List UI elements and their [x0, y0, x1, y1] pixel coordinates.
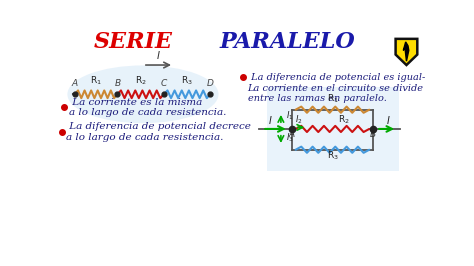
Text: B: B	[114, 79, 120, 88]
Text: R$_1$: R$_1$	[90, 74, 102, 87]
Text: La diferencia de potencial es igual-: La diferencia de potencial es igual-	[247, 73, 425, 82]
Text: C: C	[161, 79, 167, 88]
Text: La corriente en el circuito se divide
entre las ramas en paralelo.: La corriente en el circuito se divide en…	[247, 84, 424, 103]
Text: I: I	[269, 116, 272, 126]
Text: A: A	[289, 130, 295, 139]
Text: SERIE: SERIE	[93, 31, 173, 53]
Text: R$_3$: R$_3$	[327, 150, 338, 163]
Text: D: D	[207, 79, 214, 88]
Text: R$_2$: R$_2$	[338, 113, 350, 126]
Polygon shape	[403, 42, 409, 61]
Text: La diferencia de potencial decrece
a lo largo de cada resistencia.: La diferencia de potencial decrece a lo …	[66, 122, 251, 142]
Text: I: I	[157, 51, 160, 61]
Text: La corriente es la misma
a lo largo de cada resistencia.: La corriente es la misma a lo largo de c…	[69, 98, 226, 117]
Ellipse shape	[67, 65, 219, 123]
Text: R$_2$: R$_2$	[135, 74, 146, 87]
Polygon shape	[396, 39, 417, 65]
Text: A: A	[72, 79, 78, 88]
Text: I$_3$: I$_3$	[285, 131, 293, 144]
Text: I$_2$: I$_2$	[295, 114, 302, 126]
Bar	[267, 87, 399, 171]
Text: R$_1$: R$_1$	[327, 92, 338, 105]
Text: PARALELO: PARALELO	[220, 31, 356, 53]
Text: B: B	[370, 130, 376, 139]
Text: I$_1$: I$_1$	[285, 109, 293, 122]
Text: R$_3$: R$_3$	[181, 74, 193, 87]
Text: I: I	[387, 116, 390, 126]
